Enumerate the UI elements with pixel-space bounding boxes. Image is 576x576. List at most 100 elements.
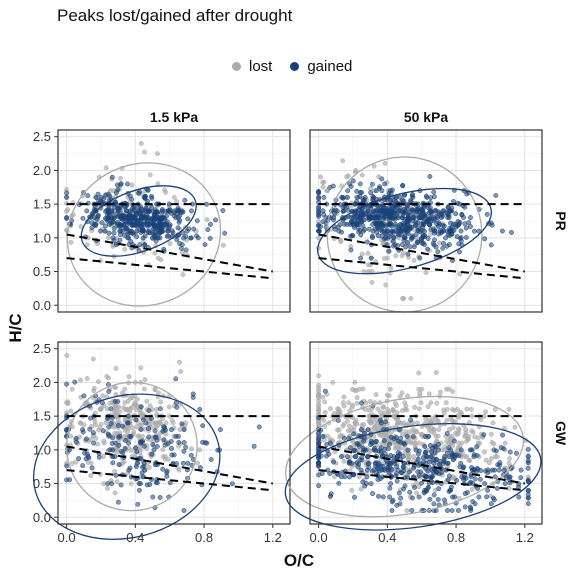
data-point-gained xyxy=(448,447,454,453)
data-point-lost xyxy=(340,400,346,406)
confidence-ellipse-lost xyxy=(326,156,483,313)
data-point-gained xyxy=(93,194,99,200)
data-point-lost xyxy=(316,388,322,394)
data-point-gained xyxy=(185,216,191,222)
data-point-gained xyxy=(350,178,356,184)
data-point-lost xyxy=(414,480,420,486)
data-point-lost xyxy=(351,424,357,430)
data-point-gained xyxy=(456,221,462,227)
data-point-gained xyxy=(344,454,350,460)
data-point-gained xyxy=(115,219,121,225)
data-point-gained xyxy=(153,434,159,440)
data-point-lost xyxy=(68,408,74,414)
data-point-gained xyxy=(360,479,366,485)
data-point-gained xyxy=(493,193,499,198)
data-point-gained xyxy=(105,481,111,487)
data-point-gained xyxy=(110,435,116,441)
data-point-gained xyxy=(492,474,498,480)
data-point-gained xyxy=(175,225,181,231)
data-point-gained xyxy=(444,243,450,249)
data-point-lost xyxy=(383,282,389,288)
data-point-gained xyxy=(204,201,210,207)
data-point-gained xyxy=(318,453,324,459)
data-point-lost xyxy=(130,425,136,431)
data-point-gained xyxy=(360,449,366,454)
data-point-gained xyxy=(158,216,164,221)
data-point-gained xyxy=(425,246,430,252)
data-point-gained xyxy=(116,442,122,448)
data-point-gained xyxy=(127,228,133,234)
data-point-gained xyxy=(164,233,170,239)
data-point-lost xyxy=(220,242,226,248)
data-point-gained xyxy=(349,233,355,238)
data-point-lost xyxy=(433,370,439,375)
data-point-gained xyxy=(149,204,155,210)
data-point-gained xyxy=(365,454,371,460)
data-point-gained xyxy=(418,207,424,213)
data-point-gained xyxy=(319,471,325,476)
data-point-gained xyxy=(164,473,170,479)
reference-line-1 xyxy=(318,233,525,273)
data-point-gained xyxy=(112,398,118,404)
data-point-gained xyxy=(144,482,150,488)
y-tick-label: 1.5 xyxy=(33,409,51,424)
data-point-gained xyxy=(112,199,118,205)
data-point-gained xyxy=(152,233,158,239)
data-point-lost xyxy=(138,422,144,428)
data-point-gained xyxy=(427,174,433,179)
data-point-gained xyxy=(189,208,194,214)
data-point-gained xyxy=(381,467,387,472)
data-point-lost xyxy=(472,434,478,440)
data-point-gained xyxy=(386,248,392,254)
data-point-lost xyxy=(64,208,70,214)
confidence-ellipse-lost xyxy=(66,162,222,307)
data-point-lost xyxy=(65,399,71,405)
data-point-gained xyxy=(64,194,70,200)
data-point-gained xyxy=(392,210,398,216)
data-point-gained xyxy=(427,496,433,502)
data-point-gained xyxy=(385,235,391,241)
data-point-lost xyxy=(399,390,405,396)
data-point-gained xyxy=(64,190,70,196)
data-point-gained xyxy=(324,453,329,459)
data-point-lost xyxy=(316,382,322,388)
data-point-lost xyxy=(100,454,106,460)
data-point-gained xyxy=(405,215,411,221)
data-point-gained xyxy=(375,215,380,221)
data-point-lost xyxy=(316,398,322,404)
data-point-gained xyxy=(118,228,124,234)
data-point-gained xyxy=(485,470,491,476)
data-point-gained xyxy=(380,494,386,500)
reference-line-2 xyxy=(66,469,273,492)
data-point-gained xyxy=(410,495,415,501)
data-point-gained xyxy=(407,469,412,475)
data-point-gained xyxy=(482,236,488,242)
data-point-lost xyxy=(77,420,83,426)
y-tick-label: 2.0 xyxy=(33,163,51,178)
data-point-lost xyxy=(492,454,498,460)
data-point-gained xyxy=(188,235,194,241)
data-point-gained xyxy=(411,244,417,250)
data-point-lost xyxy=(488,456,494,462)
data-point-gained xyxy=(373,448,379,454)
data-point-gained xyxy=(316,190,322,196)
data-point-gained xyxy=(125,420,131,426)
data-point-gained xyxy=(140,464,145,470)
data-point-gained xyxy=(161,437,167,443)
data-point-gained xyxy=(142,194,148,200)
data-point-gained xyxy=(335,224,341,230)
data-point-gained xyxy=(422,444,428,449)
data-point-lost xyxy=(350,402,356,408)
data-point-lost xyxy=(466,433,472,439)
data-point-gained xyxy=(194,218,200,224)
data-point-gained xyxy=(81,393,87,399)
data-point-gained xyxy=(400,215,406,221)
legend-item-lost: lost xyxy=(232,58,272,75)
data-point-gained xyxy=(321,194,327,200)
data-point-gained xyxy=(397,452,403,458)
data-point-gained xyxy=(416,494,422,500)
data-point-gained xyxy=(177,217,183,223)
data-point-gained xyxy=(415,451,421,457)
data-point-gained xyxy=(98,228,103,234)
